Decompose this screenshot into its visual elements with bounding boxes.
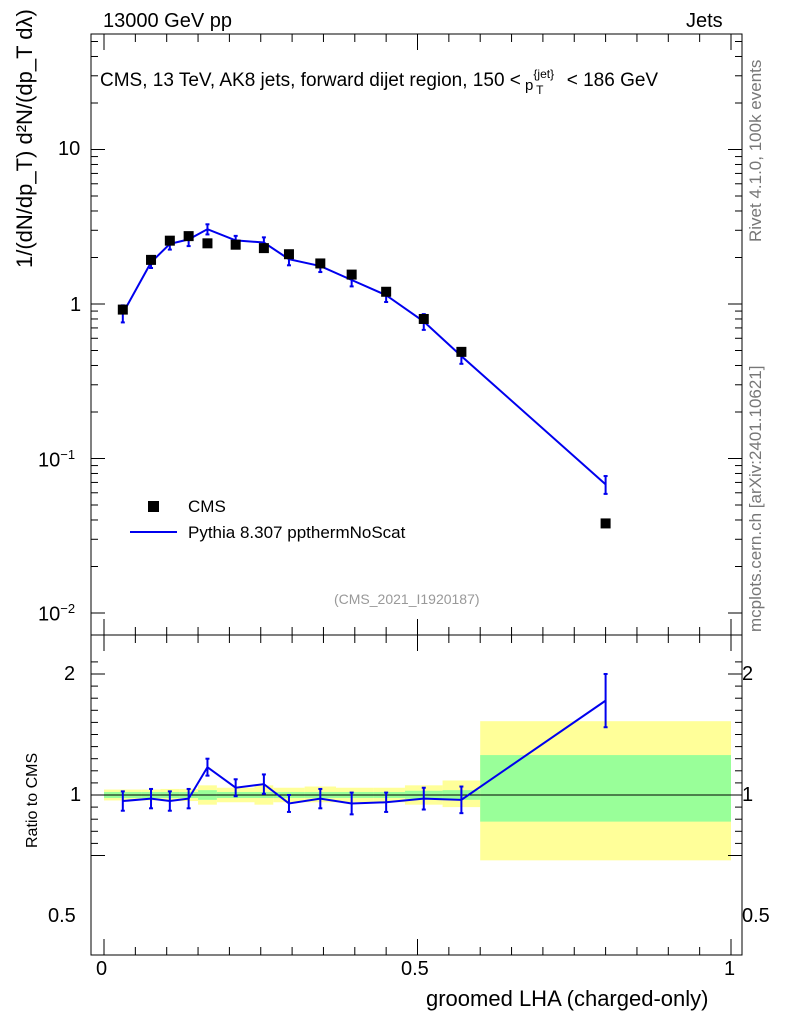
chart-title: CMS, 13 TeV, AK8 jets, forward dijet reg… xyxy=(100,67,659,97)
ratio-tick-label: 2 xyxy=(64,663,76,685)
data-point xyxy=(600,518,611,529)
ratio-tick-label-right: 2 xyxy=(742,663,754,685)
legend-label-data: CMS xyxy=(188,497,226,516)
data-point xyxy=(164,235,175,246)
data-point xyxy=(183,231,194,242)
x-tick-label: 0 xyxy=(96,958,108,980)
ratio-band-green xyxy=(480,755,731,822)
main-y-label: 1/(dN/dp_T) d²N/(dp_T dλ) xyxy=(12,9,37,268)
data-point xyxy=(146,254,157,265)
ratio-tick-label-right: 0.5 xyxy=(742,905,770,927)
data-point xyxy=(258,243,269,254)
x-axis-label: groomed LHA (charged-only) xyxy=(426,986,709,1011)
analysis-id: (CMS_2021_I1920187) xyxy=(334,591,480,607)
main-panel-frame xyxy=(90,33,743,636)
source-info: mcplots.cern.ch [arXiv:2401.10621] xyxy=(746,365,765,632)
data-point xyxy=(315,258,326,269)
y-tick-label: 10−1 xyxy=(38,447,76,472)
ratio-tick-label-right: 1 xyxy=(742,784,754,806)
data-point xyxy=(418,313,429,324)
mc-line xyxy=(121,228,607,486)
legend-marker-data xyxy=(148,501,159,512)
ratio-y-label: Ratio to CMS xyxy=(24,752,41,848)
ratio-tick-label: 0.5 xyxy=(48,905,76,927)
legend-label-mc: Pythia 8.307 ppthermNoScat xyxy=(188,523,406,542)
data-point xyxy=(230,239,241,250)
data-point xyxy=(381,286,392,297)
ratio-mc-line xyxy=(122,699,607,805)
data-point xyxy=(202,238,213,249)
data-point xyxy=(283,249,294,260)
data-point xyxy=(117,304,128,315)
generator-info: Rivet 4.1.0, 100k events xyxy=(746,59,765,242)
y-tick-label: 10−2 xyxy=(38,601,76,626)
data-point xyxy=(456,346,467,357)
y-tick-label: 1 xyxy=(70,294,82,316)
category-label: Jets xyxy=(686,10,723,32)
x-tick-label: 0.5 xyxy=(401,958,429,980)
y-tick-label: 10 xyxy=(58,138,81,160)
x-tick-label: 1 xyxy=(724,958,736,980)
energy-label: 13000 GeV pp xyxy=(103,10,232,32)
data-point xyxy=(346,269,357,280)
ratio-tick-label: 1 xyxy=(70,784,82,806)
